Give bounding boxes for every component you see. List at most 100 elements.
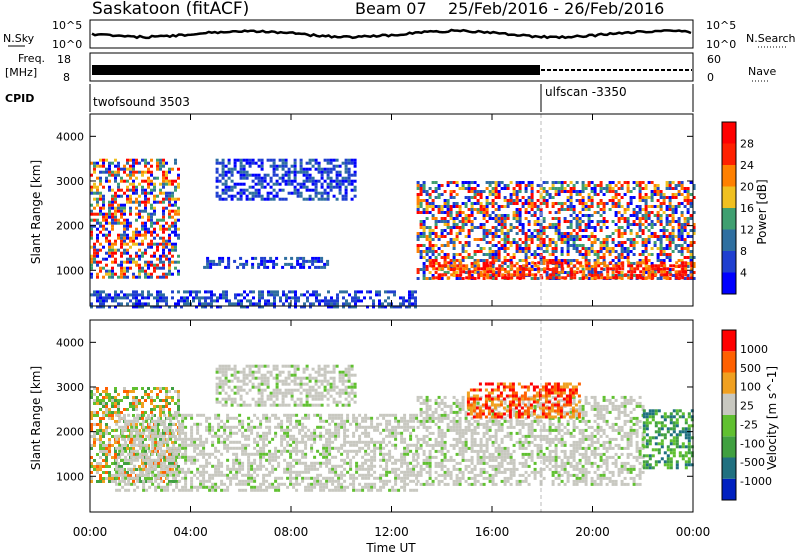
echo-cell <box>105 459 108 462</box>
echo-cell <box>211 428 215 432</box>
echo-cell <box>428 271 432 274</box>
echo-cell <box>196 425 200 429</box>
echo-cell <box>235 461 239 465</box>
echo-cell <box>115 428 119 432</box>
echo-cell <box>144 164 147 168</box>
echo-cell <box>257 191 261 195</box>
echo-cell <box>90 245 93 249</box>
echo-cell <box>656 253 660 256</box>
echo-cell <box>157 482 161 486</box>
echo-cell <box>99 441 102 444</box>
echo-cell <box>603 276 607 280</box>
echo-cell <box>533 211 537 214</box>
echo-cell <box>428 229 432 232</box>
echo-cell <box>120 203 123 207</box>
echo-cell <box>452 271 456 274</box>
echo-cell <box>335 176 339 180</box>
echo-cell <box>268 416 272 420</box>
echo-cell <box>651 270 655 274</box>
colorbar-tick-label: 8 <box>740 245 747 258</box>
echo-cell <box>257 262 261 266</box>
echo-cell <box>217 422 221 426</box>
echo-cell <box>205 437 209 441</box>
echo-cell <box>294 293 297 297</box>
echo-cell <box>268 449 272 453</box>
echo-cell <box>293 185 297 189</box>
echo-cell <box>150 254 153 258</box>
echo-cell <box>301 440 305 444</box>
echo-cell <box>605 247 609 250</box>
echo-cell <box>602 187 606 190</box>
echo-cell <box>539 202 543 205</box>
echo-cell <box>530 268 534 271</box>
echo-cell <box>207 290 210 294</box>
echo-cell <box>299 265 303 269</box>
echo-cell <box>629 202 633 205</box>
echo-cell <box>105 296 108 300</box>
echo-cell <box>141 242 144 246</box>
echo-cell <box>536 217 540 220</box>
echo-cell <box>542 256 546 259</box>
echo-cell <box>127 479 131 483</box>
echo-cell <box>135 402 138 405</box>
echo-cell <box>381 305 384 309</box>
echo-cell <box>292 437 296 441</box>
echo-cell <box>105 215 108 219</box>
echo-cell <box>226 425 230 429</box>
echo-cell <box>512 253 516 256</box>
echo-cell <box>129 158 132 162</box>
echo-cell <box>434 232 438 235</box>
echo-cell <box>272 182 276 186</box>
echo-cell <box>539 244 543 247</box>
echo-cell <box>162 239 165 243</box>
echo-cell <box>295 488 299 492</box>
echo-cell <box>455 235 459 238</box>
echo-cell <box>232 446 236 450</box>
echo-cell <box>330 305 333 309</box>
echo-cell <box>656 259 660 262</box>
echo-cell <box>566 208 570 211</box>
echo-cell <box>494 187 498 190</box>
echo-cell <box>680 181 684 184</box>
echo-cell <box>130 443 134 447</box>
echo-cell <box>117 453 120 456</box>
echo-cell <box>242 170 246 174</box>
echo-cell <box>509 241 513 244</box>
echo-cell <box>555 270 559 274</box>
echo-cell <box>105 176 108 180</box>
echo-cell <box>211 434 215 438</box>
echo-cell <box>108 245 111 249</box>
echo-cell <box>117 402 120 405</box>
echo-cell <box>614 274 618 277</box>
echo-cell <box>636 267 640 271</box>
echo-cell <box>668 196 672 199</box>
echo-cell <box>93 170 96 174</box>
echo-cell <box>599 271 603 274</box>
echo-cell <box>256 485 260 489</box>
echo-cell <box>226 437 230 441</box>
echo-cell <box>620 187 624 190</box>
echo-cell <box>114 191 117 195</box>
echo-cell <box>489 270 493 274</box>
echo-cell <box>605 190 609 193</box>
echo-cell <box>659 205 663 208</box>
echo-cell <box>190 485 194 489</box>
echo-cell <box>160 449 164 453</box>
echo-cell <box>666 276 670 280</box>
echo-cell <box>99 266 102 270</box>
echo-cell <box>224 173 228 177</box>
echo-cell <box>599 187 603 190</box>
echo-cell <box>235 482 239 486</box>
echo-cell <box>494 196 498 199</box>
echo-cell <box>662 226 666 229</box>
echo-cell <box>281 161 285 165</box>
echo-cell <box>184 479 188 483</box>
echo-cell <box>171 230 174 234</box>
echo-cell <box>350 158 354 162</box>
echo-cell <box>681 264 685 268</box>
echo-cell <box>357 296 360 300</box>
echo-cell <box>245 259 249 263</box>
echo-cell <box>653 235 657 238</box>
echo-cell <box>461 250 465 253</box>
echo-cell <box>434 217 438 220</box>
